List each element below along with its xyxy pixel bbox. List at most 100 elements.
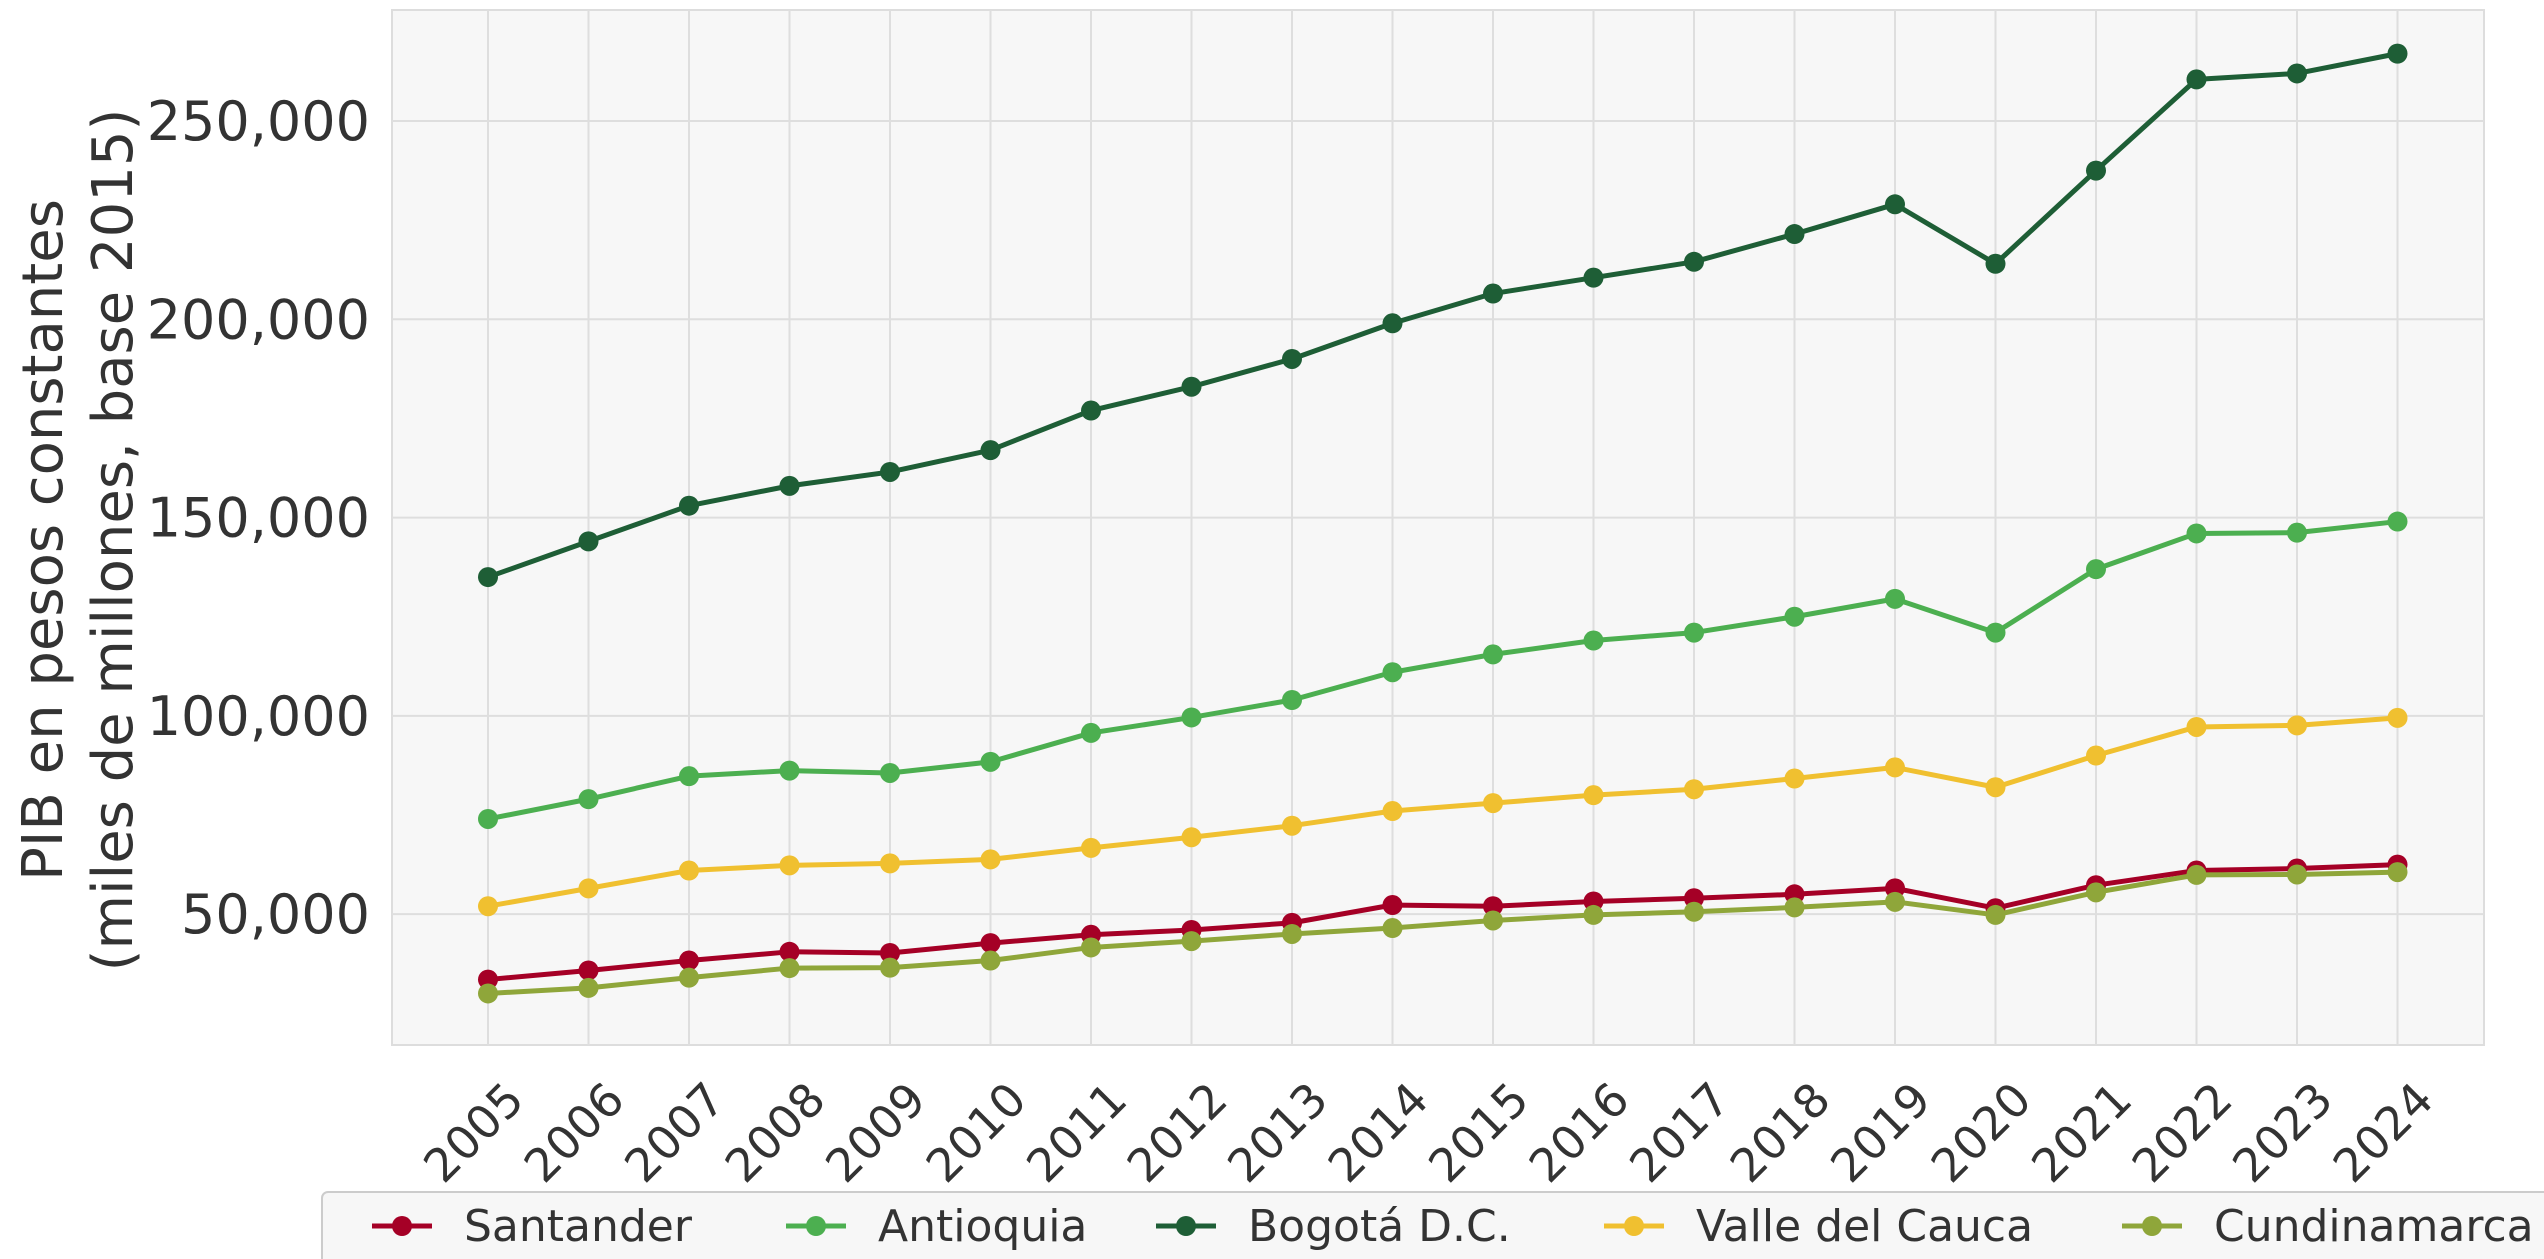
data-point — [1885, 891, 1905, 912]
legend-marker — [2142, 1216, 2162, 1236]
data-point — [2186, 523, 2207, 544]
data-point — [980, 849, 1001, 870]
data-point — [2387, 707, 2408, 728]
data-point — [880, 762, 900, 783]
data-point — [1583, 785, 1604, 806]
data-point — [1282, 690, 1302, 710]
legend-label: Santander — [464, 1201, 693, 1252]
data-point — [1483, 896, 1503, 917]
x-tick-label: 2007 — [614, 1072, 735, 1193]
series-valle-del-cauca — [478, 707, 2408, 917]
data-point — [578, 878, 599, 899]
data-point — [578, 977, 599, 998]
legend-item: Cundinamarca — [2122, 1201, 2534, 1252]
x-tick-label: 2016 — [1519, 1072, 1640, 1193]
data-point — [779, 475, 800, 496]
data-point — [1181, 827, 1202, 848]
data-point — [1282, 815, 1302, 836]
x-tick-label: 2011 — [1016, 1072, 1137, 1193]
series-layer — [478, 43, 2408, 1004]
x-tick-label: 2006 — [514, 1072, 635, 1193]
data-point — [980, 950, 1001, 971]
data-point — [1885, 757, 1905, 778]
x-tick-label: 2020 — [1921, 1072, 2042, 1193]
data-point — [880, 943, 900, 963]
y-axis-label-line-2: (miles de millones, base 2015) — [81, 109, 146, 972]
data-point — [578, 531, 599, 552]
data-point — [679, 950, 699, 971]
x-tick-label: 2022 — [2122, 1072, 2243, 1193]
data-point — [679, 967, 699, 988]
data-point — [1483, 283, 1503, 304]
data-point — [2387, 43, 2408, 64]
x-tick-label: 2012 — [1117, 1072, 1238, 1193]
series-line — [487, 862, 2398, 983]
data-point — [679, 860, 699, 881]
data-point — [1382, 895, 1403, 916]
series-line — [487, 715, 2398, 909]
y-tick-labels: 50,000 100,000 150,000 200,000 250,000 — [147, 90, 370, 946]
data-point — [1081, 937, 1101, 958]
data-point — [779, 760, 800, 781]
data-point — [2186, 69, 2207, 90]
data-point — [2186, 864, 2207, 885]
data-point — [1181, 376, 1202, 397]
data-point — [1282, 923, 1302, 944]
data-point — [679, 766, 699, 787]
x-tick-labels: 2005200620072008200920102011201220132014… — [413, 1072, 2443, 1193]
data-point — [478, 969, 498, 990]
x-tick-label: 2021 — [2021, 1072, 2142, 1193]
series-line — [487, 51, 2398, 580]
y-tick-label: 100,000 — [147, 685, 370, 748]
x-tick-label: 2013 — [1217, 1072, 1338, 1193]
data-point — [1382, 801, 1403, 822]
plot-area — [391, 9, 2485, 1046]
data-point — [679, 495, 699, 516]
data-point — [1784, 897, 1805, 918]
data-point — [1684, 622, 1704, 643]
legend-label: Bogotá D.C. — [1248, 1201, 1511, 1252]
legend-label: Antioquia — [878, 1201, 1087, 1252]
data-point — [1081, 837, 1101, 858]
data-point — [1483, 910, 1503, 931]
data-point — [779, 958, 800, 979]
data-point — [1081, 722, 1101, 743]
y-tick-label: 250,000 — [147, 90, 370, 153]
series-antioquia — [478, 511, 2408, 829]
data-point — [578, 789, 599, 810]
legend-item: Bogotá D.C. — [1156, 1201, 1511, 1252]
y-tick-label: 50,000 — [181, 883, 370, 946]
data-point — [1583, 267, 1604, 288]
data-point — [880, 853, 900, 874]
data-point — [1382, 918, 1403, 939]
data-point — [1684, 251, 1704, 272]
legend-marker — [806, 1216, 826, 1236]
data-point — [478, 896, 498, 917]
x-tick-label: 2018 — [1720, 1072, 1841, 1193]
data-point — [1684, 779, 1704, 800]
data-point — [1784, 768, 1805, 789]
y-tick-label: 150,000 — [147, 487, 370, 550]
data-point — [880, 957, 900, 978]
data-point — [478, 808, 498, 829]
data-point — [1282, 348, 1302, 369]
legend-marker — [1624, 1216, 1644, 1236]
x-tick-label: 2008 — [715, 1072, 836, 1193]
series-line — [487, 869, 2398, 996]
series-bogot-d-c- — [478, 43, 2408, 588]
legend-label: Valle del Cauca — [1696, 1201, 2033, 1252]
legend-item: Valle del Cauca — [1604, 1201, 2033, 1252]
data-point — [478, 983, 498, 1004]
data-point — [2086, 160, 2106, 181]
x-tick-label: 2010 — [916, 1072, 1037, 1193]
y-axis-label-line-1: PIB en pesos constantes — [11, 199, 76, 881]
series-line — [487, 519, 2398, 822]
data-point — [2086, 882, 2106, 903]
data-point — [1081, 400, 1101, 421]
series-cundinamarca — [478, 862, 2408, 1004]
data-point — [2387, 511, 2408, 532]
data-point — [779, 941, 800, 962]
data-point — [980, 933, 1001, 954]
data-point — [1382, 313, 1403, 334]
